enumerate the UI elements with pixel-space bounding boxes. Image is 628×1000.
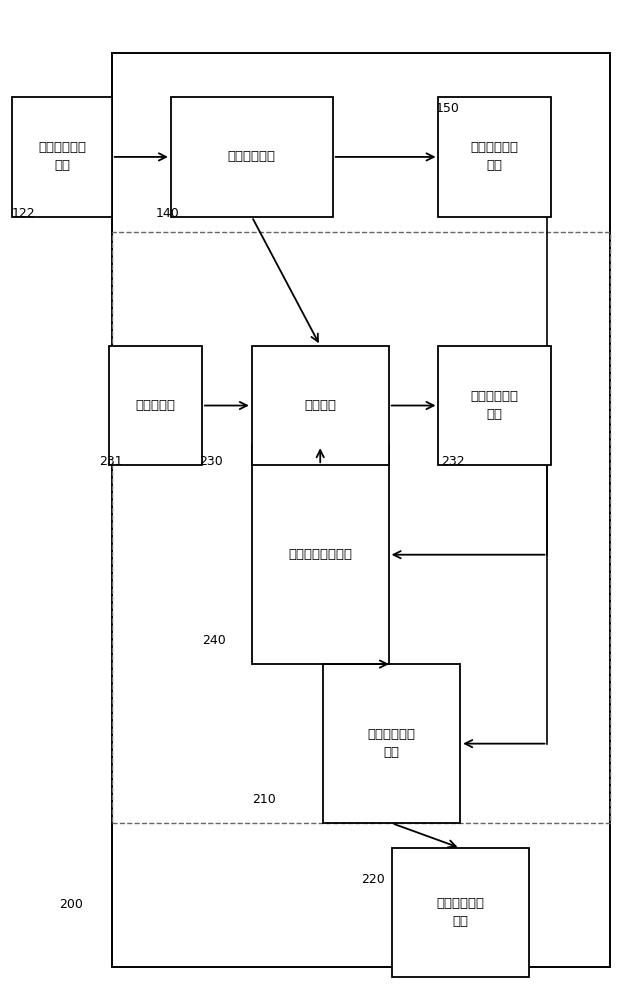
Text: 140: 140 <box>155 207 179 220</box>
Text: 数字虚拟调整咬合: 数字虚拟调整咬合 <box>288 548 352 561</box>
Bar <box>112 232 610 823</box>
Text: 240: 240 <box>202 634 225 647</box>
Text: 232: 232 <box>441 455 465 468</box>
Bar <box>171 97 333 217</box>
Bar <box>112 52 610 967</box>
Text: 牙冠选取: 牙冠选取 <box>304 399 336 412</box>
Text: 牙冠数据库: 牙冠数据库 <box>135 399 175 412</box>
Text: 自动车削生产
假牙: 自动车削生产 假牙 <box>436 897 484 928</box>
Bar <box>12 97 112 217</box>
Text: 220: 220 <box>360 873 384 886</box>
Bar <box>323 664 460 823</box>
Bar <box>438 97 551 217</box>
Bar <box>252 445 389 664</box>
Text: 第二数字模型
文件: 第二数字模型 文件 <box>38 141 86 172</box>
Text: 自体牙冠模型
文件: 自体牙冠模型 文件 <box>470 141 519 172</box>
Text: 200: 200 <box>59 898 83 911</box>
Text: 231: 231 <box>99 455 123 468</box>
Bar <box>109 346 202 465</box>
Bar <box>252 346 389 465</box>
Text: 122: 122 <box>12 207 36 220</box>
Bar <box>438 346 551 465</box>
Text: 210: 210 <box>252 793 276 806</box>
Text: 数字牙冠模型
文件: 数字牙冠模型 文件 <box>470 390 519 421</box>
Text: 实体模型演算: 实体模型演算 <box>228 150 276 163</box>
Text: 230: 230 <box>199 455 222 468</box>
Text: 牙冠的内外层
结构: 牙冠的内外层 结构 <box>368 728 416 759</box>
Bar <box>392 848 529 977</box>
Text: 150: 150 <box>435 102 459 115</box>
